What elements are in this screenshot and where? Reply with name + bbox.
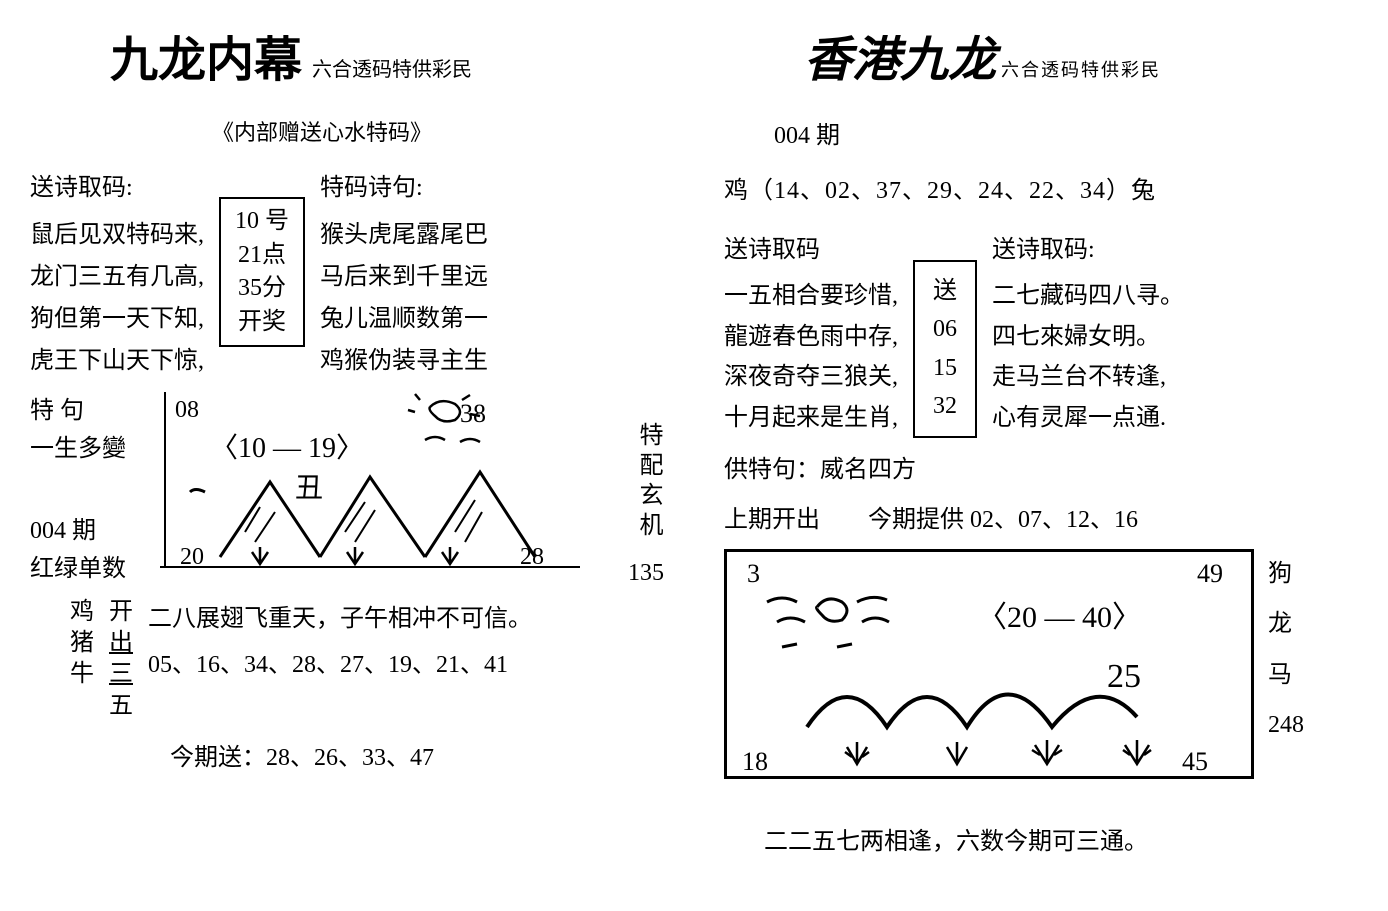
- bottom-line: 二八展翅飞重天，子午相冲不可信。: [148, 597, 532, 643]
- side-label: 248: [1268, 700, 1304, 750]
- poem-line: 十月起来是生肖,: [724, 398, 898, 439]
- sketch-side-right: 特配玄机: [630, 422, 664, 542]
- zodiac: 牛: [70, 659, 94, 690]
- poem-left-line: 鼠后见双特码来,: [30, 214, 204, 256]
- kaichu: 出: [109, 628, 133, 659]
- bottom-lines: 二八展翅飞重天，子午相冲不可信。 05、16、34、28、27、19、21、41: [148, 597, 532, 688]
- right-title-row: 香港九龙 六合透码特供彩民: [724, 20, 1358, 90]
- poem-right-label-r: 送诗取码:: [992, 230, 1184, 271]
- sketch-num: 18: [742, 747, 768, 776]
- right-sketch-box: 3 49 〈20 — 40〉 25 18 45: [724, 549, 1254, 779]
- right-poem-block: 送诗取码 一五相合要珍惜, 龍遊春色雨中存, 深夜奇夺三狼关, 十月起来是生肖,…: [724, 230, 1358, 439]
- kaichu: 开: [109, 597, 133, 628]
- box-line: 开奖: [235, 306, 289, 340]
- sketch-num: 28: [520, 544, 544, 570]
- left-poem-block: 送诗取码: 鼠后见双特码来, 龙门三五有几高, 狗但第一天下知, 虎王下山天下惊…: [30, 167, 664, 382]
- right-title: 香港九龙: [804, 20, 996, 90]
- left-subtitle: 六合透码特供彩民: [312, 53, 472, 82]
- side-label: 龙: [1268, 599, 1304, 649]
- kaichu: 三: [109, 659, 133, 690]
- sketch-side-labels: 狗 龙 马 248: [1268, 549, 1304, 751]
- poem-left-line: 狗但第一天下知,: [30, 298, 204, 340]
- box-line: 21点: [235, 239, 289, 273]
- poem-left-line: 龙门三五有几高,: [30, 256, 204, 298]
- supply-line: 供特句：威名四方: [724, 449, 1358, 484]
- side-label: 马: [1268, 650, 1304, 700]
- left-issue: 004 期: [30, 512, 96, 550]
- bottom-zodiacs: 鸡 猪 牛: [70, 597, 94, 691]
- poem-right-line: 兔儿温顺数第一: [320, 298, 488, 340]
- sketch-num: 25: [1107, 658, 1141, 695]
- poem-right-line: 鸡猴伪装寻主生: [320, 340, 488, 382]
- left-sketch-svg: 08 〈10 — 19〉 38 丑 20 28: [160, 392, 580, 582]
- left-center-box: 10 号 21点 35分 开奖: [219, 197, 305, 347]
- poem-left-label: 送诗取码:: [30, 167, 204, 209]
- box-line: 15: [933, 349, 957, 387]
- sketch-range: 〈10 — 19〉: [210, 432, 364, 464]
- sketch-char: 丑: [295, 473, 323, 504]
- left-bottom-row: 鸡 猪 牛 开 出 三 五 二八展翅飞重天，子午相冲不可信。 05、16、34、…: [70, 597, 664, 722]
- sketch-num: 08: [175, 397, 199, 423]
- sketch-num: 45: [1182, 747, 1208, 776]
- right-panel: 香港九龙 六合透码特供彩民 004 期 鸡（14、02、37、29、24、22、…: [694, 20, 1358, 891]
- poem-line: 二七藏码四八寻。: [992, 276, 1184, 317]
- left-sketch-area: 特 句 一生多變 004 期 红绿单数 特配玄机 135 08 〈10 — 19…: [30, 392, 664, 582]
- sketch-num: 3: [747, 559, 760, 588]
- side-label: 狗: [1268, 549, 1304, 599]
- zodiac: 鸡: [70, 597, 94, 628]
- right-issue: 004 期: [774, 115, 1358, 150]
- poem-line: 四七來婦女明。: [992, 317, 1184, 358]
- kaichu-col: 开 出 三 五: [109, 597, 133, 722]
- poem-line: 心有灵犀一点通.: [992, 398, 1184, 439]
- right-subtitle: 六合透码特供彩民: [1001, 56, 1161, 82]
- left-title: 九龙内幕: [110, 20, 302, 90]
- poem-left-line: 虎王下山天下惊,: [30, 340, 204, 382]
- poem-right-line: 猴头虎尾露尾巴: [320, 214, 488, 256]
- box-line: 32: [933, 387, 957, 425]
- right-sketch-svg: 3 49 〈20 — 40〉 25 18 45: [727, 552, 1251, 776]
- sketch-range: 〈20 — 40〉: [977, 601, 1142, 634]
- right-center-box: 送 06 15 32: [913, 260, 977, 438]
- box-line: 35分: [235, 272, 289, 306]
- zodiac-line: 鸡（14、02、37、29、24、22、34）兔: [724, 170, 1358, 205]
- left-poem-right: 特码诗句: 猴头虎尾露尾巴 马后来到千里远 兔儿温顺数第一 鸡猴伪装寻主生: [320, 167, 488, 382]
- right-num: 135: [628, 560, 664, 587]
- left-poem-left: 送诗取码: 鼠后见双特码来, 龙门三五有几高, 狗但第一天下知, 虎王下山天下惊…: [30, 167, 204, 382]
- right-poem-left: 送诗取码 一五相合要珍惜, 龍遊春色雨中存, 深夜奇夺三狼关, 十月起来是生肖,: [724, 230, 898, 439]
- sketch-num: 49: [1197, 559, 1223, 588]
- box-line: 06: [933, 310, 957, 348]
- right-sketch-row: 3 49 〈20 — 40〉 25 18 45 狗 龙 马: [724, 549, 1358, 781]
- color-label: 红绿单数: [30, 550, 126, 588]
- poem-line: 一五相合要珍惜,: [724, 276, 898, 317]
- poem-line: 深夜奇夺三狼关,: [724, 357, 898, 398]
- special-label2: 一生多變: [30, 430, 126, 468]
- right-poem-right: 送诗取码: 二七藏码四八寻。 四七來婦女明。 走马兰台不转逢, 心有灵犀一点通.: [992, 230, 1184, 439]
- poem-line: 龍遊春色雨中存,: [724, 317, 898, 358]
- special-label1: 特 句: [30, 392, 84, 430]
- left-section-header: 《内部赠送心水特码》: [0, 115, 664, 147]
- zodiac: 猪: [70, 628, 94, 659]
- poem-left-label-r: 送诗取码: [724, 230, 898, 271]
- left-title-row: 九龙内幕 六合透码特供彩民: [30, 20, 664, 90]
- last-current: 上期开出 今期提供 02、07、12、16: [724, 499, 1358, 534]
- kaichu: 五: [109, 691, 133, 722]
- poem-line: 走马兰台不转逢,: [992, 357, 1184, 398]
- sketch-num: 20: [180, 544, 204, 570]
- left-panel: 九龙内幕 六合透码特供彩民 《内部赠送心水特码》 送诗取码: 鼠后见双特码来, …: [30, 20, 694, 891]
- poem-right-line: 马后来到千里远: [320, 256, 488, 298]
- bottom-line: 05、16、34、28、27、19、21、41: [148, 643, 532, 689]
- box-line: 送: [933, 272, 957, 310]
- final-poem: 二二五七两相逢，六数今期可三通。: [764, 821, 1358, 856]
- poem-right-label: 特码诗句:: [320, 167, 488, 209]
- box-line: 10 号: [235, 205, 289, 239]
- today-send: 今期送：28、26、33、47: [170, 737, 664, 772]
